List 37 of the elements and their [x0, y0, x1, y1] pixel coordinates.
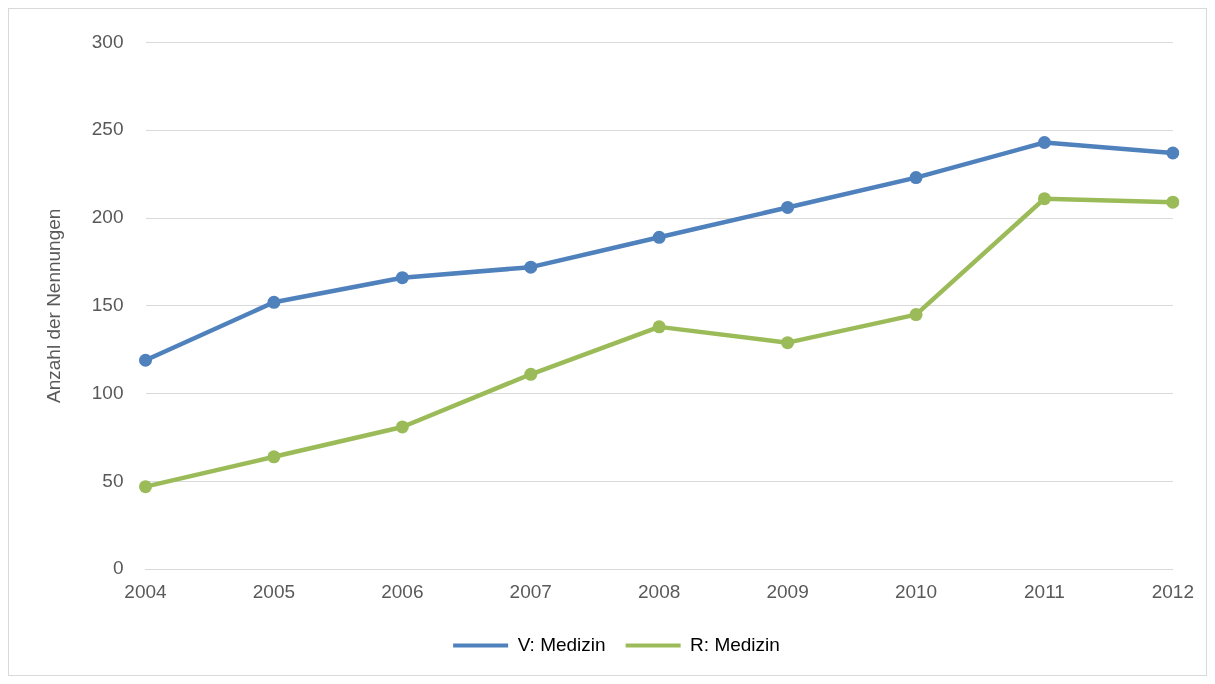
- x-tick-label: 2012: [1151, 580, 1195, 602]
- point: [909, 171, 923, 185]
- x-tick-label: 2011: [1024, 580, 1065, 602]
- x-tick-label: 2004: [124, 580, 168, 602]
- point: [395, 271, 409, 285]
- point: [652, 320, 666, 334]
- point: [139, 353, 152, 367]
- x-tick-label: 2007: [509, 580, 552, 602]
- y-tick-label: 50: [102, 469, 124, 491]
- x-tick-label: 2005: [252, 580, 296, 602]
- legend-label: R: Medizin: [690, 633, 780, 655]
- x-tick-label: 2010: [894, 580, 938, 602]
- x-tick-label: 2008: [638, 580, 681, 602]
- y-axis-title: Anzahl der Nennungen: [42, 208, 64, 403]
- x-tick-label: 2009: [766, 580, 809, 602]
- point: [1166, 146, 1180, 160]
- legend-label: V: Medizin: [517, 633, 606, 655]
- y-tick-label: 100: [91, 381, 124, 403]
- y-tick-label: 0: [112, 557, 124, 579]
- y-tick-label: 250: [91, 118, 124, 140]
- point: [909, 308, 923, 322]
- point: [524, 260, 538, 274]
- point: [1166, 195, 1180, 209]
- point: [524, 367, 538, 381]
- x-tick-label: 2006: [381, 580, 424, 602]
- y-tick-label: 150: [91, 294, 124, 316]
- point: [781, 336, 795, 350]
- point: [267, 295, 281, 309]
- point: [781, 200, 795, 214]
- point: [1037, 192, 1051, 206]
- point: [1037, 135, 1051, 149]
- y-tick-label: 300: [91, 30, 124, 52]
- point: [395, 420, 409, 434]
- y-tick-label: 200: [91, 206, 124, 228]
- point: [139, 480, 152, 494]
- point: [652, 230, 666, 244]
- point: [267, 450, 281, 464]
